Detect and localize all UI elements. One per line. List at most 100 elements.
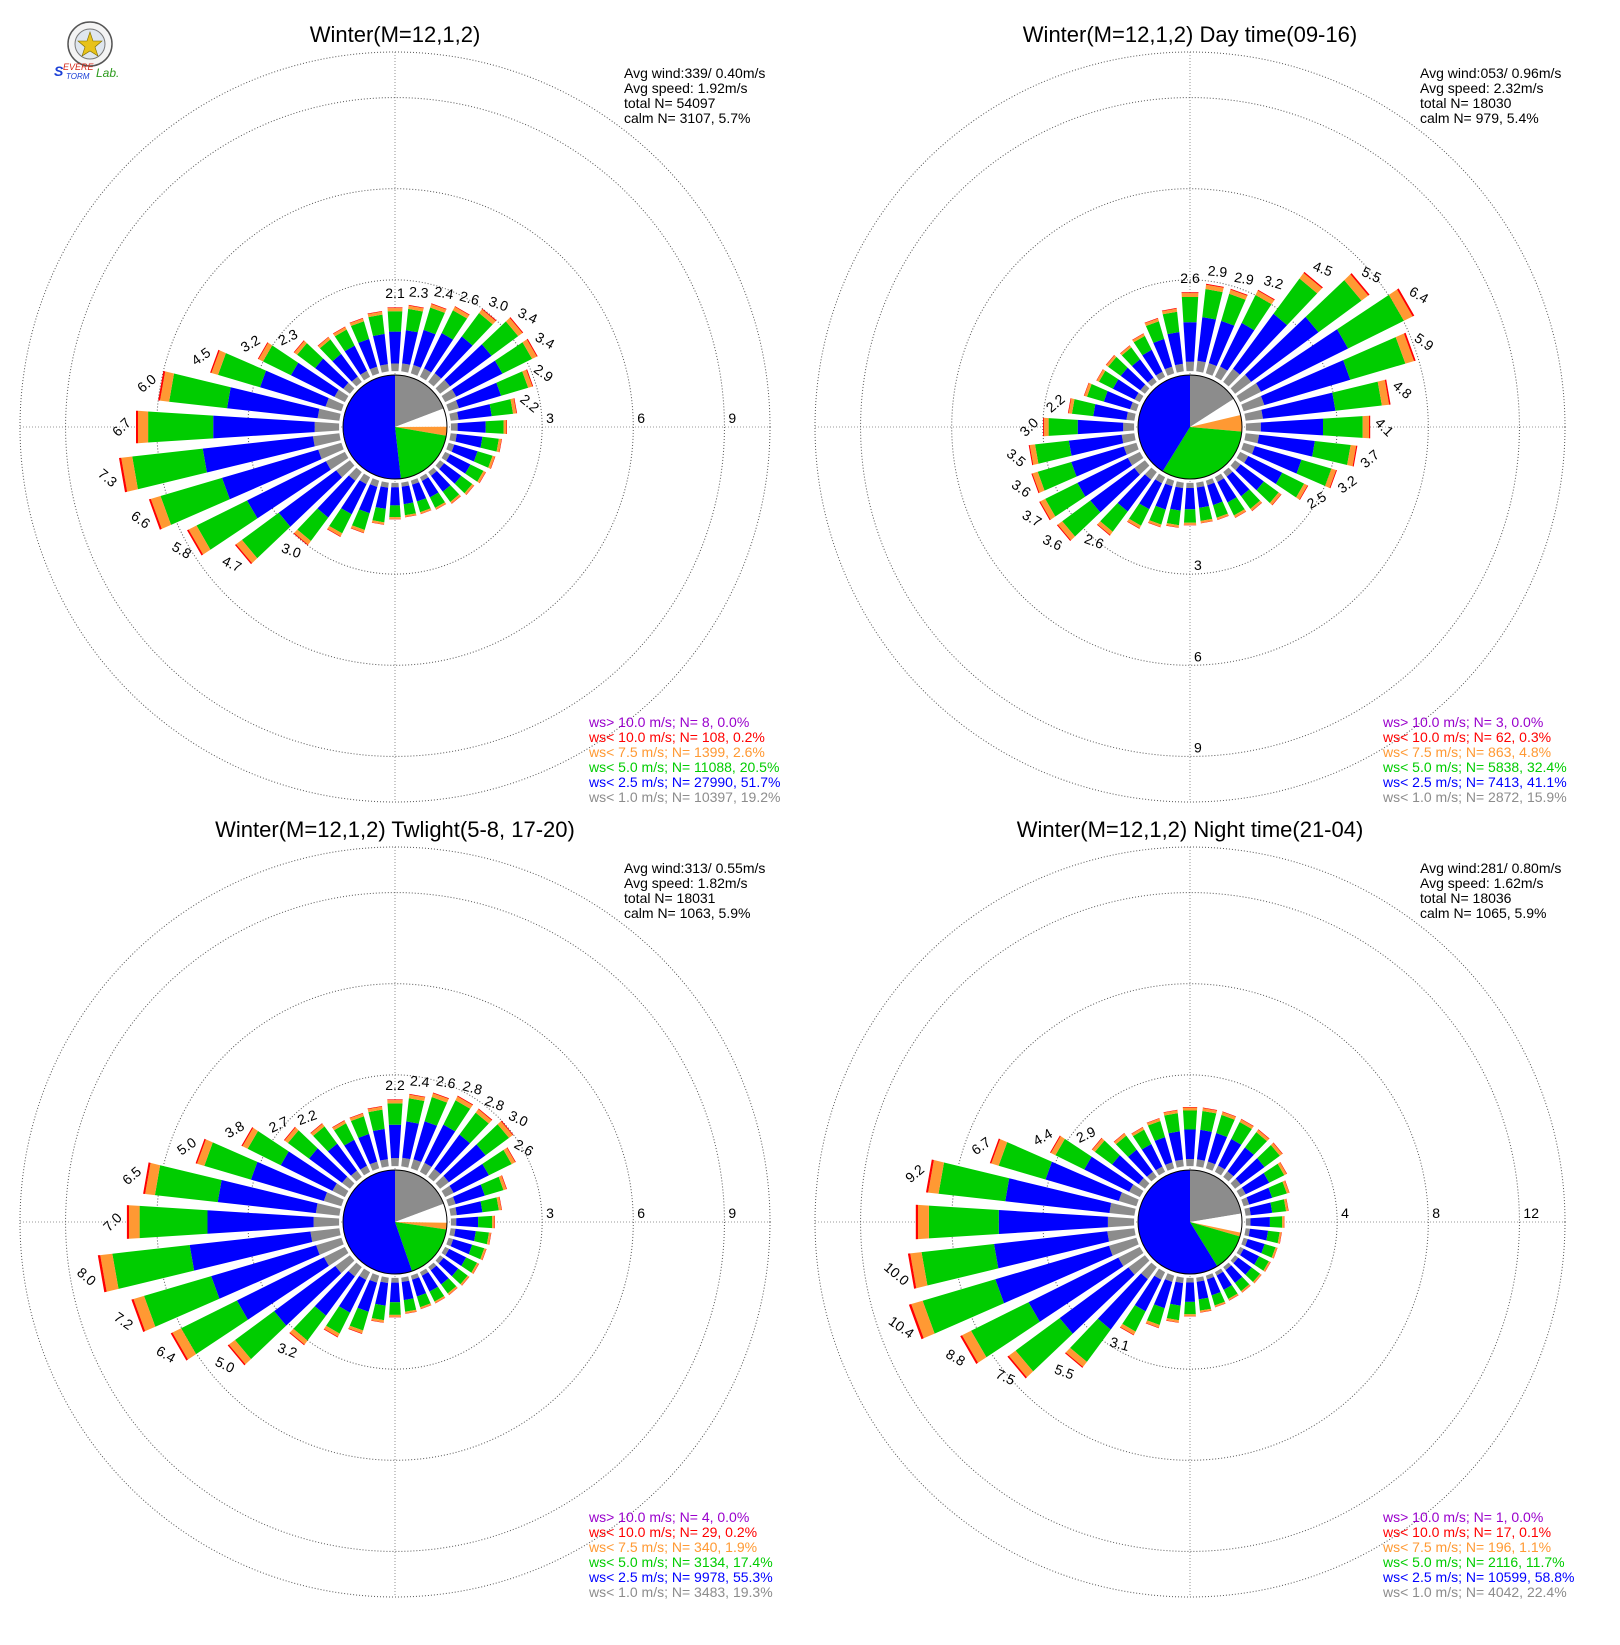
bar-dir-180: [1184, 1278, 1196, 1317]
bar-segment-lt7_5: [389, 1315, 401, 1317]
panel-title: Winter(M=12,1,2) Day time(09-16): [1023, 22, 1357, 47]
axis-tick-label: 3: [1194, 557, 1202, 573]
bar-label: 9.2: [902, 1161, 927, 1186]
bar-segment-lt5: [140, 1206, 208, 1238]
legend-item-lt5: ws< 5.0 m/s; N= 3134, 17.4%: [588, 1554, 773, 1570]
bar-segment-lt10: [388, 307, 403, 308]
speed-legend: ws> 10.0 m/s; N= 4, 0.0%ws< 10.0 m/s; N=…: [588, 1509, 773, 1600]
bar-segment-lt5: [406, 1098, 424, 1123]
bar-label: 2.2: [385, 1077, 405, 1093]
legend-item-gt10: ws> 10.0 m/s; N= 3, 0.0%: [1382, 714, 1543, 730]
bar-segment-lt7_5: [138, 411, 148, 443]
bar-label: 2.9: [1207, 262, 1228, 280]
bar-segment-lt1: [449, 412, 458, 421]
axis-tick-label: 6: [637, 1205, 645, 1221]
bar-label: 4.4: [1030, 1125, 1055, 1149]
legend-item-lt5: ws< 5.0 m/s; N= 11088, 20.5%: [588, 759, 779, 775]
bar-segment-lt1: [401, 363, 410, 372]
bar-label: 2.5: [1304, 488, 1329, 512]
bar-label: 2.7: [266, 1113, 291, 1136]
bar-label: 3.1: [1108, 1334, 1131, 1355]
bar-segment-lt1: [1244, 433, 1259, 443]
bar-segment-lt5: [1199, 1298, 1211, 1311]
bar-segment-lt2_5: [1197, 486, 1209, 508]
bar-segment-lt7_5: [918, 1205, 929, 1239]
panel-title: Winter(M=12,1,2): [310, 22, 481, 47]
bar-segment-lt1: [380, 1159, 389, 1168]
svg-text:Lab.: Lab.: [96, 66, 119, 80]
bar-segment-lt2_5: [208, 1210, 314, 1234]
bar-segment-lt2_5: [1170, 487, 1183, 511]
bar-label: 3.2: [1335, 472, 1360, 496]
bar-segment-lt5: [1332, 382, 1382, 411]
bar-segment-lt7_5: [1282, 1216, 1284, 1228]
bar-segment-lt5: [1035, 441, 1072, 464]
bar-label: 3.0: [506, 1107, 531, 1130]
bar-segment-lt7_5: [389, 517, 401, 519]
bar-segment-lt1: [449, 1207, 456, 1215]
bar-segment-lt2_5: [1078, 420, 1124, 434]
axis-tick-label: 8: [1432, 1205, 1440, 1221]
bar-segment-lt5: [1266, 1231, 1279, 1243]
bar-segment-lt2_5: [1184, 1130, 1196, 1160]
legend-item-lt1: ws< 1.0 m/s; N= 3483, 19.3%: [588, 1584, 773, 1600]
legend-item-lt7_5: ws< 7.5 m/s; N= 196, 1.1%: [1382, 1539, 1551, 1555]
bar-segment-lt2_5: [999, 1210, 1108, 1234]
bar-segment-lt1: [1196, 361, 1206, 373]
bar-segment-lt1: [1109, 1203, 1135, 1216]
bar-segment-lt2_5: [390, 487, 400, 505]
bar-segment-lt7_5: [129, 1205, 140, 1238]
legend-item-gt10: ws> 10.0 m/s; N= 1, 0.0%: [1382, 1509, 1543, 1525]
bar-label: 3.2: [1262, 272, 1285, 293]
bar-segment-lt2_5: [390, 1283, 400, 1303]
axis-tick-label: 9: [1194, 739, 1202, 755]
bar-dir-0: 2.2: [385, 1077, 405, 1166]
bar-label: 6.6: [128, 507, 153, 531]
bar-label: 5.8: [169, 538, 194, 562]
bar-segment-lt5: [490, 399, 513, 416]
bar-label: 2.3: [276, 326, 301, 349]
pie-slice-lt1: [1190, 1170, 1241, 1222]
bar-segment-lt5: [481, 1197, 499, 1212]
bar-label: 3.6: [1009, 476, 1034, 500]
bar-segment-lt1: [1186, 483, 1194, 488]
bar-segment-lt2_5: [1183, 322, 1196, 362]
bar-segment-lt7_5: [387, 1100, 402, 1103]
bar-dir-90: [1246, 1216, 1285, 1228]
stat-total: total N= 18030: [1420, 95, 1512, 111]
bar-segment-lt5: [388, 1103, 403, 1124]
bar-segment-lt1: [1108, 1217, 1134, 1227]
bar-segment-lt1: [316, 1203, 341, 1216]
bar-segment-lt5: [481, 437, 499, 452]
bar-label: 2.8: [483, 1092, 507, 1114]
legend-item-lt2_5: ws< 2.5 m/s; N= 9978, 55.3%: [588, 1569, 773, 1585]
bar-label: 2.9: [1074, 1123, 1099, 1146]
legend-item-lt7_5: ws< 7.5 m/s; N= 1399, 2.6%: [588, 744, 765, 760]
bar-segment-lt5: [372, 507, 385, 522]
bar-segment-lt1: [451, 423, 458, 431]
bar-label: 2.6: [435, 1072, 457, 1091]
bar-segment-lt1: [1244, 410, 1263, 421]
legend-item-lt2_5: ws< 2.5 m/s; N= 10599, 58.8%: [1382, 1569, 1574, 1585]
bar-segment-lt7_5: [1183, 1108, 1197, 1111]
legend-item-lt7_5: ws< 7.5 m/s; N= 863, 4.8%: [1382, 744, 1551, 760]
bar-segment-lt10: [916, 1205, 918, 1240]
bar-segment-lt10: [1182, 292, 1199, 293]
bar-segment-lt1: [1186, 1159, 1194, 1166]
bar-segment-lt2_5: [454, 1229, 476, 1241]
bar-segment-lt5: [1323, 416, 1363, 438]
bar-segment-lt5: [169, 374, 231, 409]
bar-segment-lt5: [486, 420, 504, 434]
bar-segment-lt2_5: [402, 486, 414, 505]
bar-label: 3.0: [280, 540, 304, 562]
bar-segment-lt5: [372, 1304, 386, 1320]
bar-label: 7.2: [111, 1309, 136, 1333]
bar-segment-lt5: [1163, 312, 1180, 334]
bar-label: 2.1: [385, 285, 405, 301]
calm-center-pie: [343, 375, 447, 479]
bar-segment-lt5: [496, 371, 528, 395]
bar-segment-lt1: [1175, 1160, 1184, 1168]
bar-label: 5.9: [1412, 330, 1437, 354]
